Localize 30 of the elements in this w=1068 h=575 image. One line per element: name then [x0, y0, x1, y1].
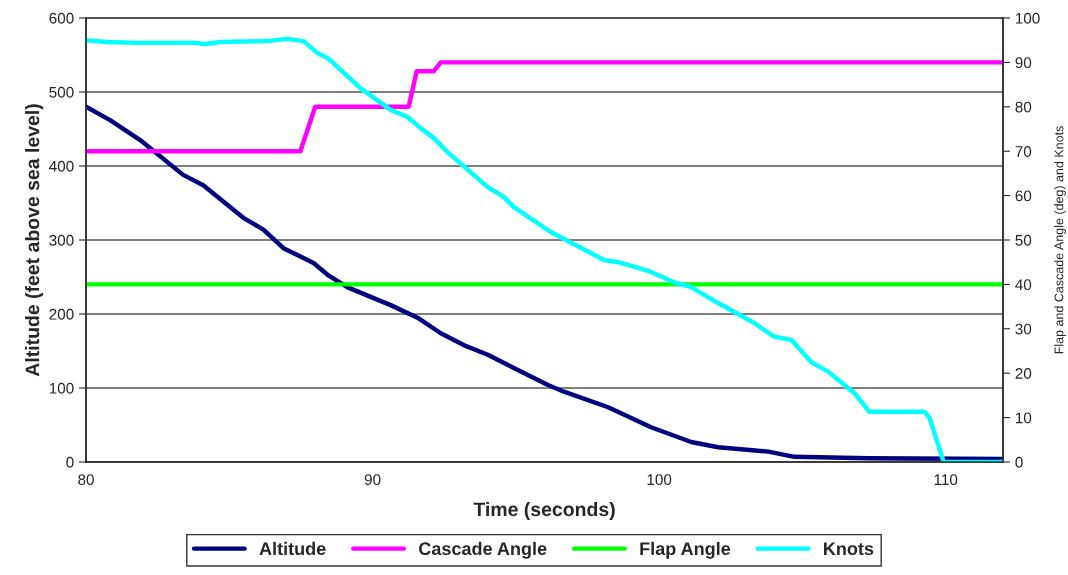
- legend-label: Altitude: [259, 541, 326, 556]
- y-tick-label: 500: [49, 86, 74, 98]
- y-axis-title: Altitude (feet above sea level): [25, 104, 44, 377]
- legend-label: Cascade Angle: [419, 541, 547, 559]
- y2-tick-label: 80: [1015, 101, 1032, 113]
- x-tick-label: 110: [934, 474, 958, 486]
- y2-tick-label: 0: [1015, 456, 1023, 468]
- y2-tick-label: 50: [1015, 234, 1032, 246]
- y2-tick-label: 20: [1015, 368, 1032, 379]
- line-series: [86, 60, 1003, 154]
- y2-tick-label: 90: [1015, 57, 1032, 69]
- x-tick-label: 80: [78, 474, 94, 486]
- y2-axis-title: Flap and Cascade Angle (deg) and Knots: [1054, 126, 1066, 354]
- y2-tick-label: 30: [1015, 323, 1032, 335]
- y2-tick-label: 70: [1015, 146, 1032, 157]
- y-tick-label: 200: [49, 308, 74, 320]
- x-axis-title: Time (seconds): [473, 501, 615, 521]
- y2-tick-label: 100: [1015, 12, 1040, 24]
- y-tick-label: 600: [49, 12, 74, 24]
- y-tick-label: 100: [49, 382, 74, 394]
- x-tick-label: 100: [647, 474, 672, 486]
- y2-tick-label: 40: [1015, 279, 1032, 291]
- legend-label: Flap Angle: [640, 541, 731, 559]
- legend-label: Knots: [824, 542, 874, 556]
- y2-tick-label: 10: [1015, 412, 1032, 424]
- x-tick-label: 90: [364, 474, 381, 486]
- y2-tick-label: 60: [1015, 190, 1032, 202]
- y-tick-label: 0: [66, 456, 74, 468]
- y-tick-label: 300: [49, 234, 74, 246]
- y-tick-label: 400: [49, 160, 74, 172]
